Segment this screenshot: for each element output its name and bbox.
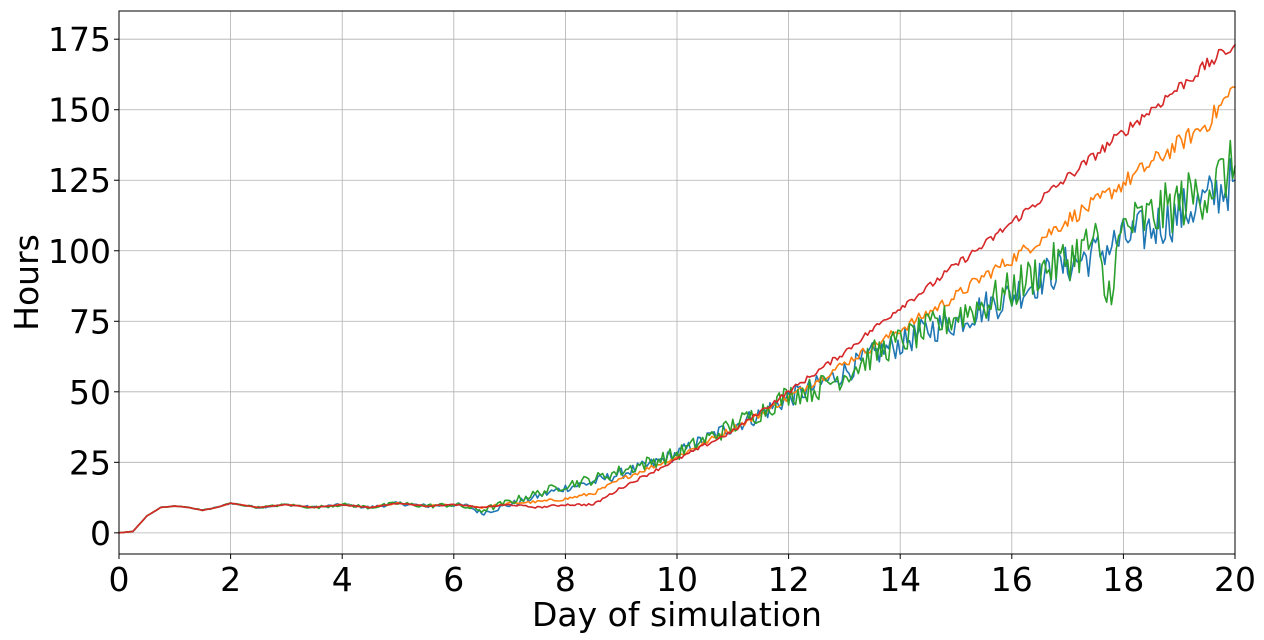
series-line-4 — [118, 44, 1236, 534]
x-tick-label: 2 — [220, 560, 241, 599]
y-tick-label: 25 — [69, 443, 111, 482]
x-tick-label: 10 — [656, 560, 698, 599]
y-tick-label: 50 — [69, 373, 111, 412]
x-tick-label: 0 — [109, 560, 130, 599]
y-tick-label: 175 — [48, 20, 111, 59]
y-tick-label: 0 — [90, 514, 111, 553]
x-tick-label: 6 — [443, 560, 464, 599]
x-tick-label: 12 — [768, 560, 810, 599]
x-axis-title: Day of simulation — [532, 595, 822, 634]
y-tick-label: 100 — [48, 232, 111, 271]
x-tick-label: 14 — [879, 560, 921, 599]
y-tick-label: 125 — [48, 161, 111, 200]
grid — [118, 11, 1236, 554]
series-line-3 — [118, 139, 1236, 534]
x-tick-label: 20 — [1214, 560, 1256, 599]
x-tick-label: 18 — [1102, 560, 1144, 599]
y-tick-label: 75 — [69, 302, 111, 341]
x-tick-label: 8 — [555, 560, 576, 599]
y-axis-title: Hours — [7, 234, 46, 331]
axis-ticks: 0 2 4 6 8 10 12 14 16 18 20 0 25 50 75 100 125 150 175 — [48, 20, 1256, 599]
y-tick-label: 150 — [48, 91, 111, 130]
series-lines — [118, 44, 1236, 534]
x-tick-label: 4 — [332, 560, 353, 599]
x-tick-label: 16 — [991, 560, 1033, 599]
